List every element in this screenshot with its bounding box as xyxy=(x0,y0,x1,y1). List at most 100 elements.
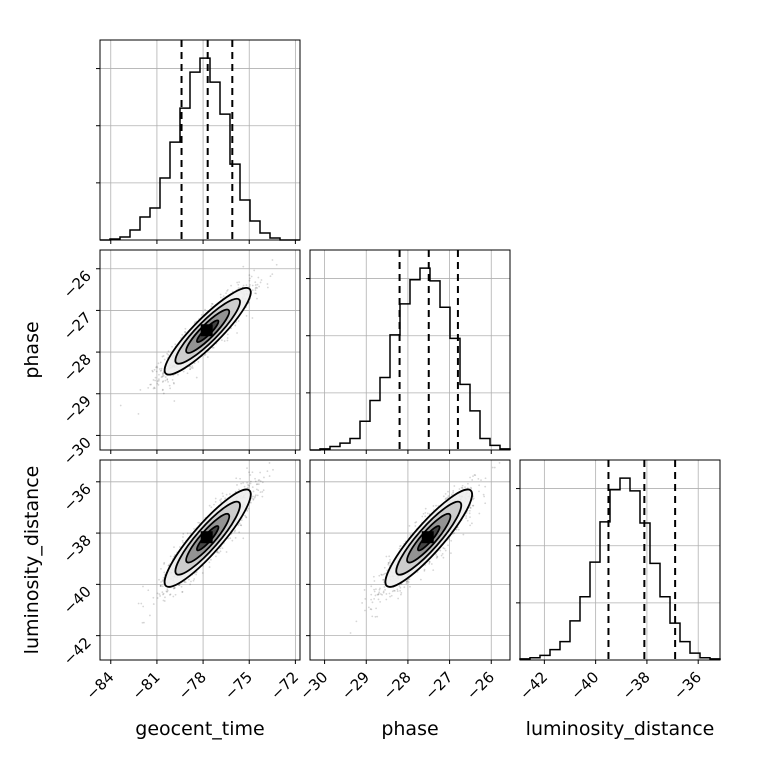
scatter-point xyxy=(363,589,366,591)
scatter-point xyxy=(469,524,472,527)
scatter-point xyxy=(161,381,164,383)
contour-line-0 xyxy=(196,525,220,552)
scatter-point xyxy=(159,595,161,597)
contour-line-2 xyxy=(174,297,241,365)
scatter-point xyxy=(155,366,157,369)
joint-panel-geocent_time-vs-phase: −30−29−28−27−26 xyxy=(60,249,301,469)
scatter-point xyxy=(225,551,228,553)
panel-frame xyxy=(309,249,511,451)
scatter-point xyxy=(193,527,195,530)
contour-line-1 xyxy=(185,308,231,354)
contour-line-3 xyxy=(384,488,473,588)
scatter-point xyxy=(385,555,388,558)
scatter-point xyxy=(478,512,481,515)
scatter-point xyxy=(161,585,164,588)
scatter-point xyxy=(206,356,209,358)
scatter-point xyxy=(472,504,475,507)
scatter-point xyxy=(181,539,184,542)
scatter-point xyxy=(256,283,259,286)
contour-line-1 xyxy=(185,512,231,564)
scatter-point xyxy=(260,279,263,281)
scatter-point xyxy=(272,468,274,471)
scatter-point xyxy=(254,292,257,295)
ytick-label-phase: −26 xyxy=(60,267,95,302)
scatter-point xyxy=(262,489,265,492)
scatter-point xyxy=(159,584,162,587)
scatter-point xyxy=(169,593,171,596)
scatter-point xyxy=(393,589,395,592)
scatter-point xyxy=(160,581,162,583)
scatter-point xyxy=(247,484,249,486)
xtick-label-phase: −29 xyxy=(338,668,373,703)
scatter-point xyxy=(213,503,215,506)
scatter-point xyxy=(247,507,250,510)
scatter-point xyxy=(254,495,257,498)
scatter-point xyxy=(152,596,155,599)
scatter-point xyxy=(246,486,249,489)
scatter-point xyxy=(153,386,156,389)
scatter-point xyxy=(160,567,162,570)
scatter-point xyxy=(397,597,400,600)
scatter-point xyxy=(436,556,439,558)
scatter-point xyxy=(208,566,211,568)
scatter-point xyxy=(195,376,198,379)
scatter-point xyxy=(259,471,262,474)
scatter-point xyxy=(450,552,452,554)
scatter-point xyxy=(158,368,161,370)
scatter-point xyxy=(162,392,165,395)
scatter-point xyxy=(256,297,258,300)
panel-frame xyxy=(99,39,301,241)
scatter-point xyxy=(258,479,261,482)
xtick-label-phase: −27 xyxy=(421,668,456,703)
scatter-point xyxy=(405,580,408,583)
scatter-point xyxy=(151,369,154,372)
scatter-point xyxy=(137,602,140,605)
y-axis-label-phase: phase xyxy=(21,321,43,378)
scatter-point xyxy=(174,593,177,596)
scatter-point xyxy=(445,497,448,500)
scatter-point xyxy=(169,555,172,558)
scatter-point xyxy=(251,289,254,292)
scatter-point xyxy=(157,379,160,382)
scatter-point xyxy=(162,372,164,375)
scatter-point xyxy=(161,375,164,377)
scatter-point xyxy=(168,384,171,387)
scatter-point xyxy=(174,586,176,589)
scatter-point xyxy=(222,495,225,498)
scatter-point xyxy=(160,376,163,379)
scatter-point xyxy=(197,360,200,363)
scatter-point xyxy=(249,480,252,483)
scatter-point xyxy=(151,370,154,373)
scatter-point xyxy=(370,593,373,596)
scatter-point xyxy=(370,598,373,601)
scatter-point xyxy=(478,484,481,487)
scatter-point xyxy=(246,467,248,470)
scatter-point xyxy=(419,578,422,581)
scatter-point xyxy=(219,550,222,553)
scatter-point xyxy=(472,498,474,501)
scatter-point xyxy=(156,382,159,385)
scatter-point xyxy=(149,614,151,617)
scatter-point xyxy=(263,476,265,479)
scatter-point xyxy=(461,484,464,487)
scatter-point xyxy=(371,601,374,604)
scatter-point xyxy=(428,561,431,563)
scatter-point xyxy=(261,491,264,493)
scatter-point xyxy=(268,475,271,477)
scatter-point xyxy=(140,602,143,605)
scatter-point xyxy=(240,524,243,527)
scatter-point xyxy=(257,479,260,482)
scatter-point xyxy=(210,506,213,509)
scatter-point xyxy=(477,477,480,480)
xtick-label-luminosity_distance: −42 xyxy=(516,668,551,703)
scatter-point xyxy=(408,578,411,581)
scatter-point xyxy=(229,537,232,540)
scatter-point xyxy=(406,580,409,583)
scatter-point xyxy=(225,292,227,295)
scatter-point xyxy=(226,333,229,336)
scatter-point xyxy=(237,283,240,286)
scatter-point xyxy=(364,598,367,600)
scatter-point xyxy=(256,483,259,485)
scatter-point xyxy=(210,302,213,305)
